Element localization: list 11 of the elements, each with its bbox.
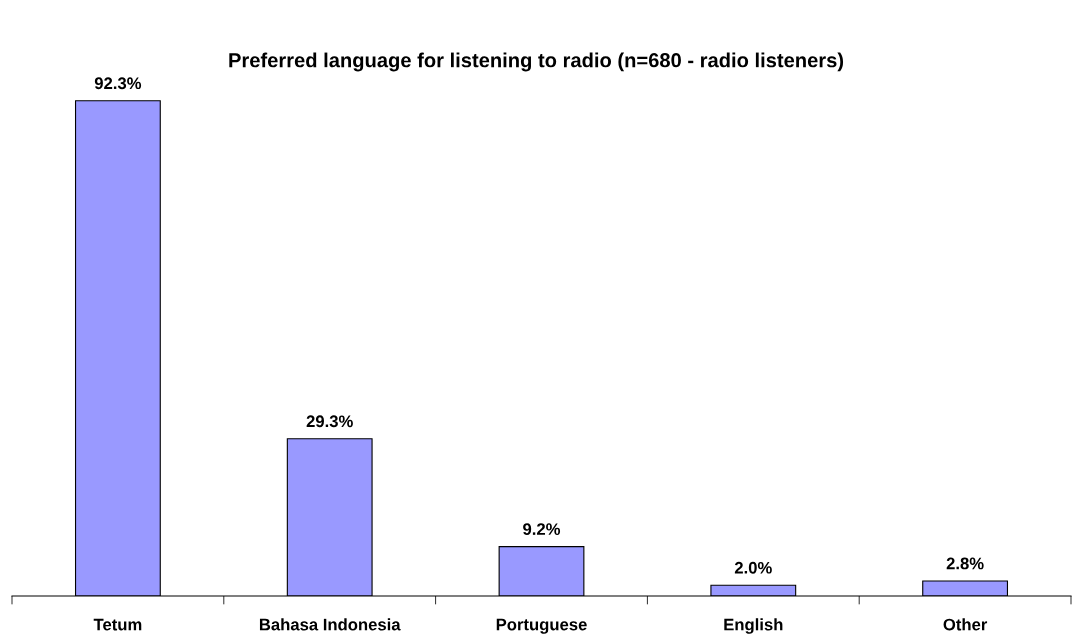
data-label: 92.3% bbox=[94, 77, 142, 90]
x-tick-label: English bbox=[724, 618, 783, 634]
x-tick-label: Tetum bbox=[93, 618, 142, 631]
data-label: 29.3% bbox=[306, 415, 353, 428]
data-label: 2.0% bbox=[734, 561, 772, 574]
chart-title: Preferred language for listening to radio (n=680 - radio listeners) bbox=[229, 52, 844, 72]
data-label: 9.2% bbox=[523, 523, 561, 536]
x-tick-label: Bahasa Indonesia bbox=[259, 618, 401, 631]
data-label: 2.8% bbox=[946, 557, 984, 570]
x-tick-label: Portuguese bbox=[496, 618, 587, 634]
x-tick-label: Other bbox=[943, 618, 988, 631]
